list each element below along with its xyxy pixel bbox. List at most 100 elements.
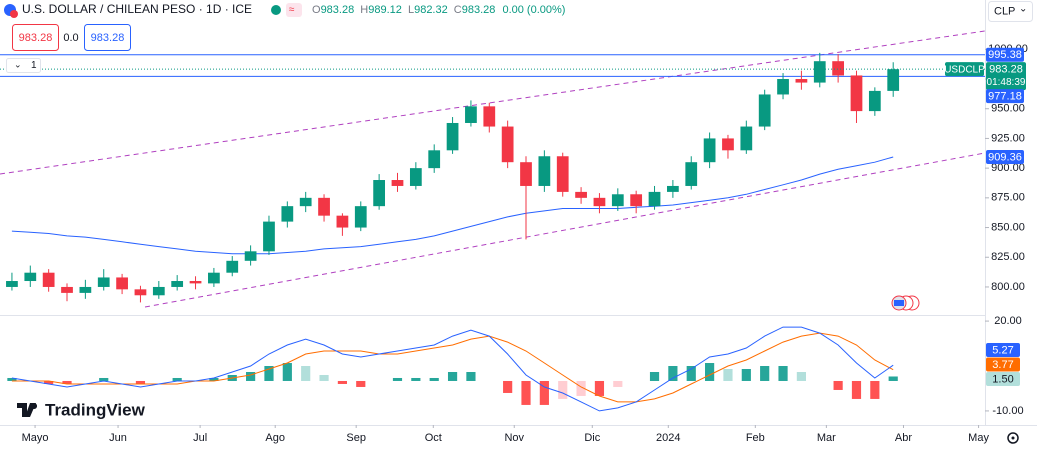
buy-button[interactable]	[84, 24, 131, 51]
sell-button[interactable]	[12, 24, 59, 51]
candle-body	[373, 180, 386, 207]
x-tick-label: Dic	[584, 432, 600, 444]
x-tick-label: May	[968, 432, 989, 444]
histogram-label-box	[986, 372, 1020, 386]
histogram-bar	[503, 380, 513, 393]
y-tick-label: 950.00	[991, 103, 1025, 115]
currency-selector[interactable]: CLP ⌄	[988, 1, 1033, 22]
y-tick-label: 825.00	[991, 251, 1025, 263]
candle-body	[97, 277, 110, 287]
histogram-bar	[539, 380, 549, 405]
y-tick-label: -10.00	[992, 405, 1023, 417]
market-status	[271, 5, 281, 15]
x-tick-label: Abr	[895, 432, 912, 444]
indicators-toggle[interactable]	[6, 58, 41, 73]
sell-price[interactable]: 983.28	[19, 32, 53, 44]
ma-label: 909.36	[988, 151, 1022, 163]
histogram-bar	[44, 380, 54, 384]
candle-body	[391, 180, 404, 186]
last-price: 983.28	[989, 64, 1023, 76]
currency-label[interactable]: CLP	[994, 5, 1015, 17]
histogram-bar	[62, 380, 72, 384]
candle-body	[813, 61, 826, 83]
histogram-bar	[429, 377, 439, 381]
candle-body	[611, 194, 624, 207]
histogram-bar	[705, 363, 715, 381]
candle-body	[263, 221, 275, 252]
signal-label: 3.77	[992, 359, 1013, 371]
histogram-bar	[686, 366, 696, 381]
hline-label-box	[986, 47, 1024, 62]
flag-icon	[894, 300, 904, 306]
histogram-bar	[851, 380, 862, 399]
histogram-bar	[319, 374, 329, 381]
candle-body	[171, 281, 184, 287]
channel-lower	[144, 152, 986, 308]
candle-body	[777, 79, 789, 95]
ohlc-value: 989.12	[368, 4, 402, 16]
candle-body	[189, 281, 202, 284]
x-tick-label: Sep	[346, 432, 366, 444]
event-flags[interactable]	[891, 295, 920, 311]
y-tick-label: 900.00	[991, 162, 1025, 174]
candle-body	[61, 286, 73, 293]
signal-label-box	[986, 357, 1020, 372]
histogram-label: 1.50	[992, 373, 1013, 385]
indicator-count[interactable]: 1	[31, 60, 37, 71]
ohlc-key: H	[360, 4, 368, 16]
candle-body	[134, 289, 147, 296]
last-price-box	[986, 62, 1026, 91]
histogram-bar	[613, 380, 623, 387]
histogram-bar	[576, 380, 586, 396]
hline-label: 977.18	[988, 91, 1022, 103]
chevron[interactable]: ⌄	[1019, 4, 1027, 15]
candle-body	[483, 106, 496, 127]
x-tick-label: Feb	[746, 432, 765, 444]
candle-body	[722, 138, 734, 151]
candle-body	[667, 185, 679, 192]
x-tick-label: Oct	[425, 432, 442, 444]
macd-line	[11, 326, 894, 412]
histogram-bar	[760, 366, 770, 381]
histogram-bar	[264, 366, 274, 381]
settings-icon	[1011, 436, 1015, 440]
hline-label: 995.38	[988, 49, 1022, 61]
histogram-bar	[594, 380, 605, 396]
ma-label-box	[986, 150, 1024, 165]
candle-body	[336, 215, 349, 228]
histogram-bar	[466, 371, 476, 381]
candle-body	[648, 191, 661, 207]
candle-body	[42, 272, 55, 287]
logo-mark	[17, 403, 38, 417]
ohlc-key: C	[454, 4, 462, 16]
candle-body	[556, 156, 569, 192]
x-tick-label: Jul	[193, 432, 207, 444]
logo: TradingView	[17, 400, 146, 419]
badge-icon: ≈	[289, 5, 295, 16]
candle-body	[593, 197, 606, 207]
candle-body	[538, 156, 551, 186]
candle-body	[740, 126, 753, 151]
histogram-bar	[209, 377, 219, 381]
symbol-label: USDCLP	[944, 64, 985, 75]
ohlc-key: O	[312, 4, 321, 16]
histogram-bar	[99, 377, 109, 381]
candle-body	[299, 197, 312, 207]
histogram-bar	[411, 377, 421, 381]
buy-price[interactable]: 983.28	[91, 32, 125, 44]
countdown: 01:48:39	[987, 77, 1026, 88]
macd-label-box	[986, 343, 1020, 357]
chevron[interactable]: ⌄	[14, 59, 22, 69]
settings-button[interactable]	[1007, 432, 1019, 444]
candle-body	[428, 150, 441, 169]
x-tick-label: Ago	[265, 432, 285, 444]
macd-label: 5.27	[992, 344, 1013, 356]
candle-body	[868, 90, 881, 112]
ohlc-legend: O983.28 H989.12 L982.32 C983.28 0.00 (0.…	[312, 4, 565, 16]
currency-button[interactable]	[988, 1, 1033, 22]
histogram-bar	[723, 369, 733, 381]
candle-body	[520, 162, 532, 186]
candle-body	[6, 281, 18, 287]
histogram-bar	[135, 380, 146, 384]
